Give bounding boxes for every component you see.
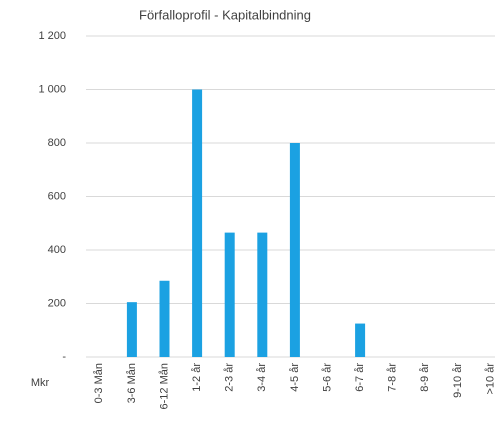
bar	[159, 280, 170, 357]
bar	[289, 143, 300, 357]
y-tick-label: 1 000	[38, 83, 66, 95]
x-tick-label: 5-6 år	[321, 363, 333, 392]
x-tick-label: >10 år	[484, 363, 495, 395]
x-tick-label: 3-4 år	[256, 363, 268, 392]
x-tick-label: 3-6 Mån	[126, 363, 138, 403]
x-tick-label: 2-3 år	[224, 363, 236, 392]
bar	[257, 232, 268, 357]
x-tick-label: 0-3 Mån	[93, 363, 105, 403]
y-axis-label: Mkr	[31, 377, 50, 389]
chart-title: Förfalloprofil - Kapitalbindning	[139, 7, 311, 22]
x-tick-label: 1-2 år	[191, 363, 203, 392]
x-tick-label: 8-9 år	[419, 363, 431, 392]
y-tick-label: 200	[48, 297, 66, 309]
y-tick-label: 600	[48, 190, 66, 202]
bar	[192, 89, 203, 357]
bar	[126, 302, 137, 357]
x-tick-label: 4-5 år	[289, 363, 301, 392]
bar	[355, 323, 366, 357]
y-tick-label: 800	[48, 137, 66, 149]
bar	[224, 232, 235, 357]
y-tick-label: 400	[48, 244, 66, 256]
x-tick-label: 9-10 år	[452, 363, 464, 398]
x-tick-label: 6-7 år	[354, 363, 366, 392]
x-tick-label: 6-12 Mån	[158, 363, 170, 409]
y-tick-label: 1 200	[38, 30, 66, 42]
x-tick-label: 7-8 år	[387, 363, 399, 392]
y-tick-label: -	[62, 351, 66, 363]
